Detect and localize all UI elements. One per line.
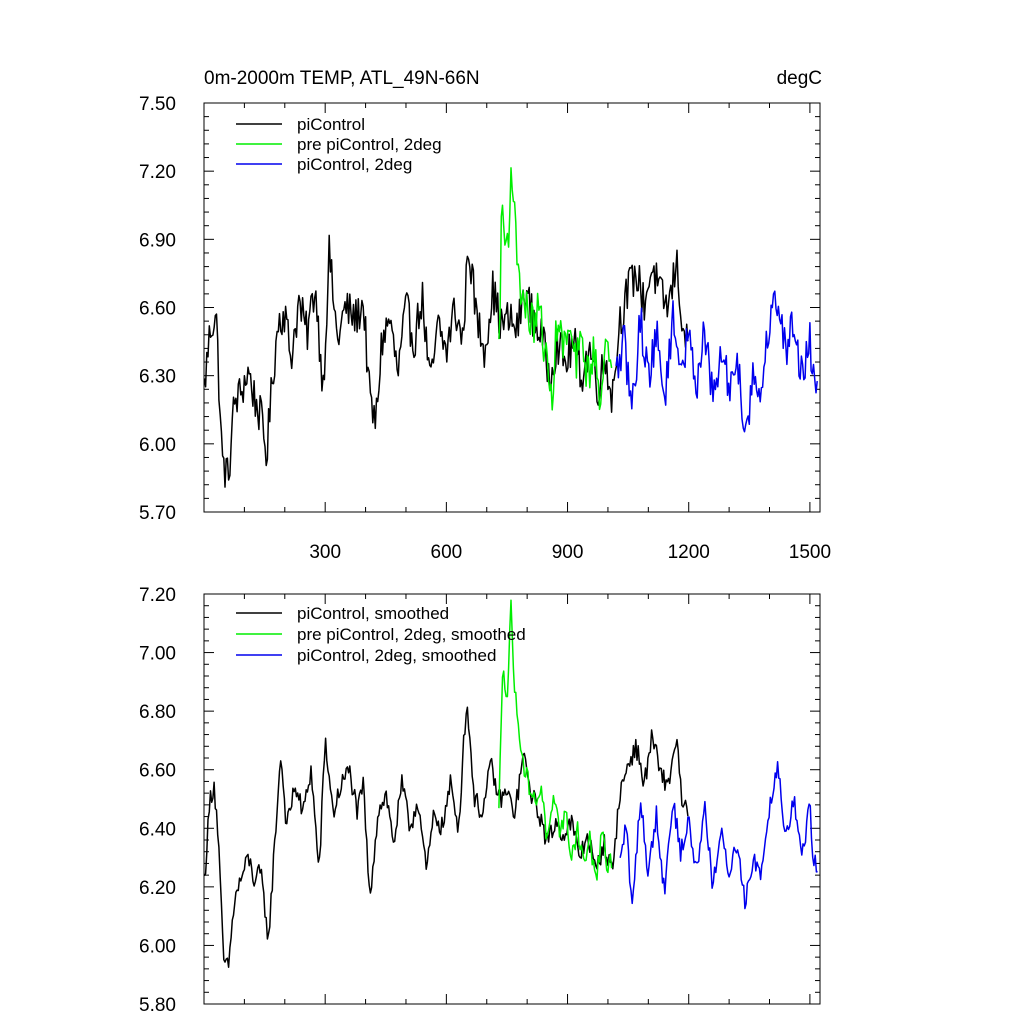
x-tick-label: 600: [431, 542, 463, 563]
bottom-panel-ticks: 5.80 6.00 6.20 6.40 6.60 6.80 7.00 7.20: [139, 585, 820, 1016]
legend-label-picontrol-smoothed: piControl, smoothed: [297, 604, 449, 623]
bottom-panel: 5.80 6.00 6.20 6.40 6.60 6.80 7.00 7.20 piContr…: [139, 585, 821, 1016]
x-tick-label: 900: [552, 542, 584, 563]
y-tick-label: 6.60: [139, 299, 176, 320]
top-panel-ticks: 5.70 6.00 6.30 6.60 6.90 7.20 7.50 300 600 900 120…: [139, 94, 831, 563]
x-tick-label: 1200: [668, 542, 710, 563]
legend-label-pre-picontrol-2deg-smoothed: pre piControl, 2deg, smoothed: [297, 625, 526, 644]
y-tick-label: 7.20: [139, 162, 176, 183]
series-line-picontrol-2deg-smoothed: [619, 760, 818, 910]
y-tick-label: 6.30: [139, 367, 176, 388]
y-tick-label: 6.60: [139, 761, 176, 782]
top-panel: 0m-2000m TEMP, ATL_49N-66N degC 5.70 6.00…: [139, 68, 831, 563]
legend-label-picontrol: piControl: [297, 115, 365, 134]
y-tick-label: 5.80: [139, 995, 176, 1016]
series-line-picontrol-smoothed: [203, 706, 689, 968]
series-line-pre-picontrol-2deg-smoothed: [498, 599, 613, 881]
top-panel-series: [203, 167, 818, 488]
units-label: degC: [777, 68, 822, 89]
y-tick-label: 6.80: [139, 702, 176, 723]
x-tick-label: 1500: [789, 542, 831, 563]
top-panel-frame: [203, 102, 821, 513]
series-line-picontrol: [203, 234, 689, 488]
legend-label-picontrol-2deg-smoothed: piControl, 2deg, smoothed: [297, 646, 496, 665]
y-tick-label: 6.20: [139, 878, 176, 899]
bottom-panel-frame: [203, 593, 821, 1005]
chart-title: 0m-2000m TEMP, ATL_49N-66N: [204, 68, 480, 89]
bottom-legend: piControl, smoothed pre piControl, 2deg,…: [236, 604, 526, 665]
y-tick-label: 6.40: [139, 819, 176, 840]
y-tick-label: 6.90: [139, 230, 176, 251]
y-tick-label: 6.00: [139, 936, 176, 957]
y-tick-label: 7.00: [139, 644, 176, 665]
bottom-panel-series: [203, 599, 818, 968]
legend-label-pre-picontrol-2deg: pre piControl, 2deg: [297, 135, 442, 154]
series-line-picontrol-2deg: [615, 290, 818, 433]
legend-label-picontrol-2deg: piControl, 2deg: [297, 155, 412, 174]
y-tick-label: 6.00: [139, 435, 176, 456]
x-tick-label: 300: [309, 542, 341, 563]
y-tick-label: 5.70: [139, 503, 176, 524]
top-legend: piControl pre piControl, 2deg piControl,…: [236, 115, 442, 174]
series-line-pre-picontrol-2deg: [498, 167, 613, 411]
y-tick-label: 7.50: [139, 94, 176, 115]
y-tick-label: 7.20: [139, 585, 176, 606]
